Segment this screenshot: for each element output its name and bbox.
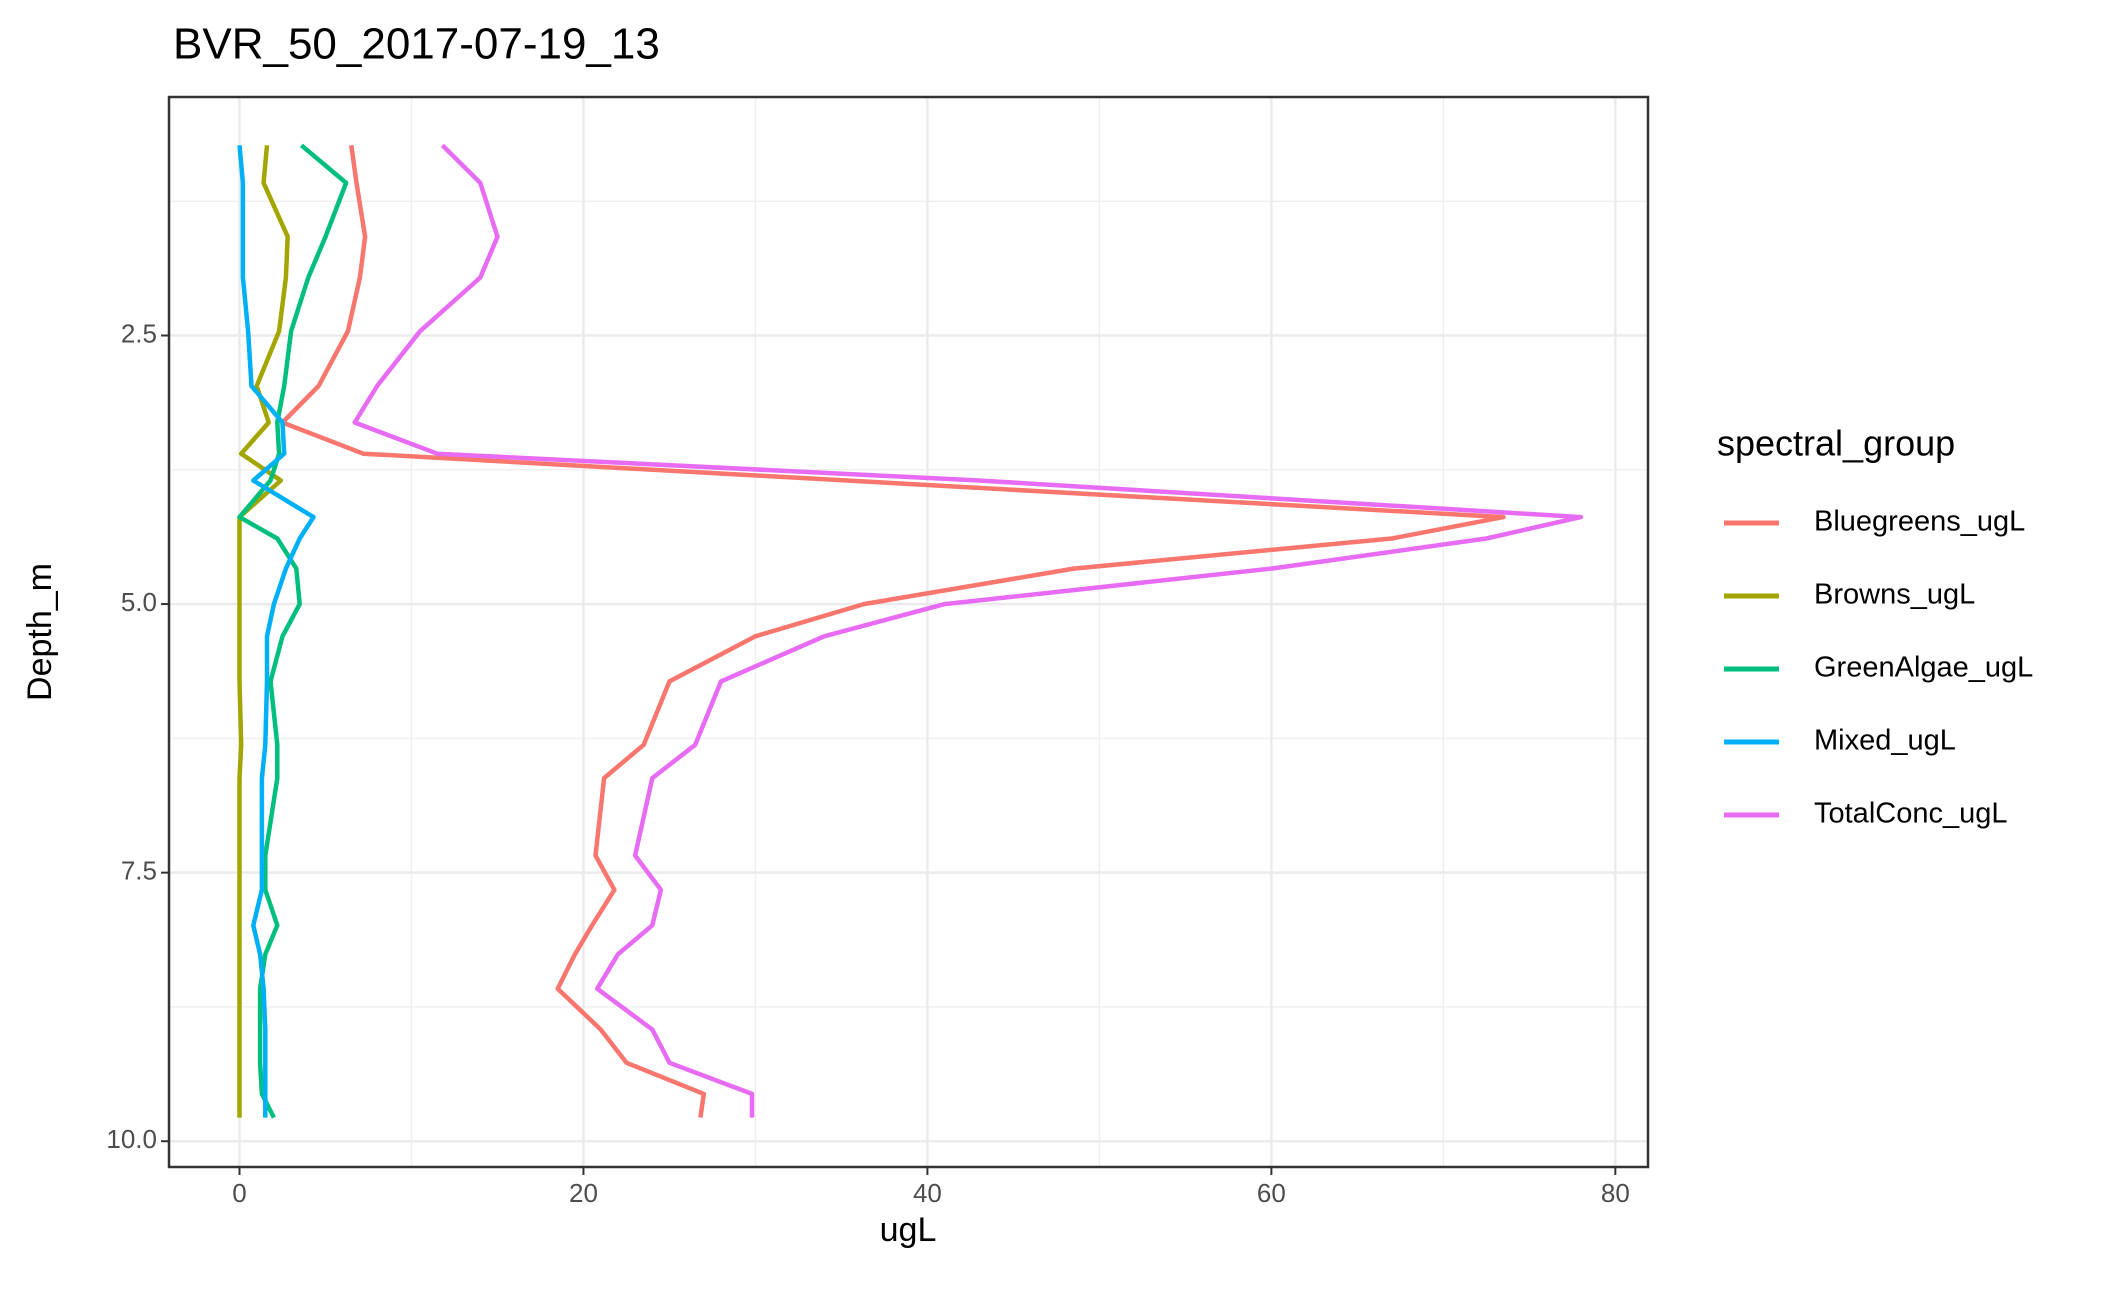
legend-label: GreenAlgae_ugL: [1814, 652, 2033, 684]
data-line: [280, 144, 1506, 1118]
plot-panel: [169, 97, 1648, 1167]
y-axis-title: Depth_m: [21, 563, 59, 701]
x-tick-label: 60: [1257, 1178, 1286, 1208]
x-tick-label: 80: [1601, 1178, 1630, 1208]
x-tick-label: 40: [913, 1178, 942, 1208]
y-tick-label: 10.0: [106, 1124, 157, 1154]
y-tick-label: 2.5: [121, 318, 157, 348]
data-line: [352, 143, 1584, 1118]
legend-title: spectral_group: [1717, 423, 1955, 464]
legend-label: Bluegreens_ugL: [1814, 506, 2025, 538]
x-tick-label: 0: [232, 1178, 246, 1208]
chart-title: BVR_50_2017-07-19_13: [173, 20, 660, 69]
data-line: [237, 145, 316, 1118]
legend-label: Browns_ugL: [1814, 579, 1975, 611]
y-tick-label: 7.5: [121, 856, 157, 886]
data-line: [237, 145, 290, 1118]
x-tick-label: 20: [569, 1178, 598, 1208]
legend-label: Mixed_ugL: [1814, 725, 1956, 757]
y-tick-label: 5.0: [121, 587, 157, 617]
panel-border: [167, 95, 1650, 1169]
legend-label: TotalConc_ugL: [1814, 798, 2007, 830]
x-axis-title: ugL: [880, 1211, 937, 1249]
